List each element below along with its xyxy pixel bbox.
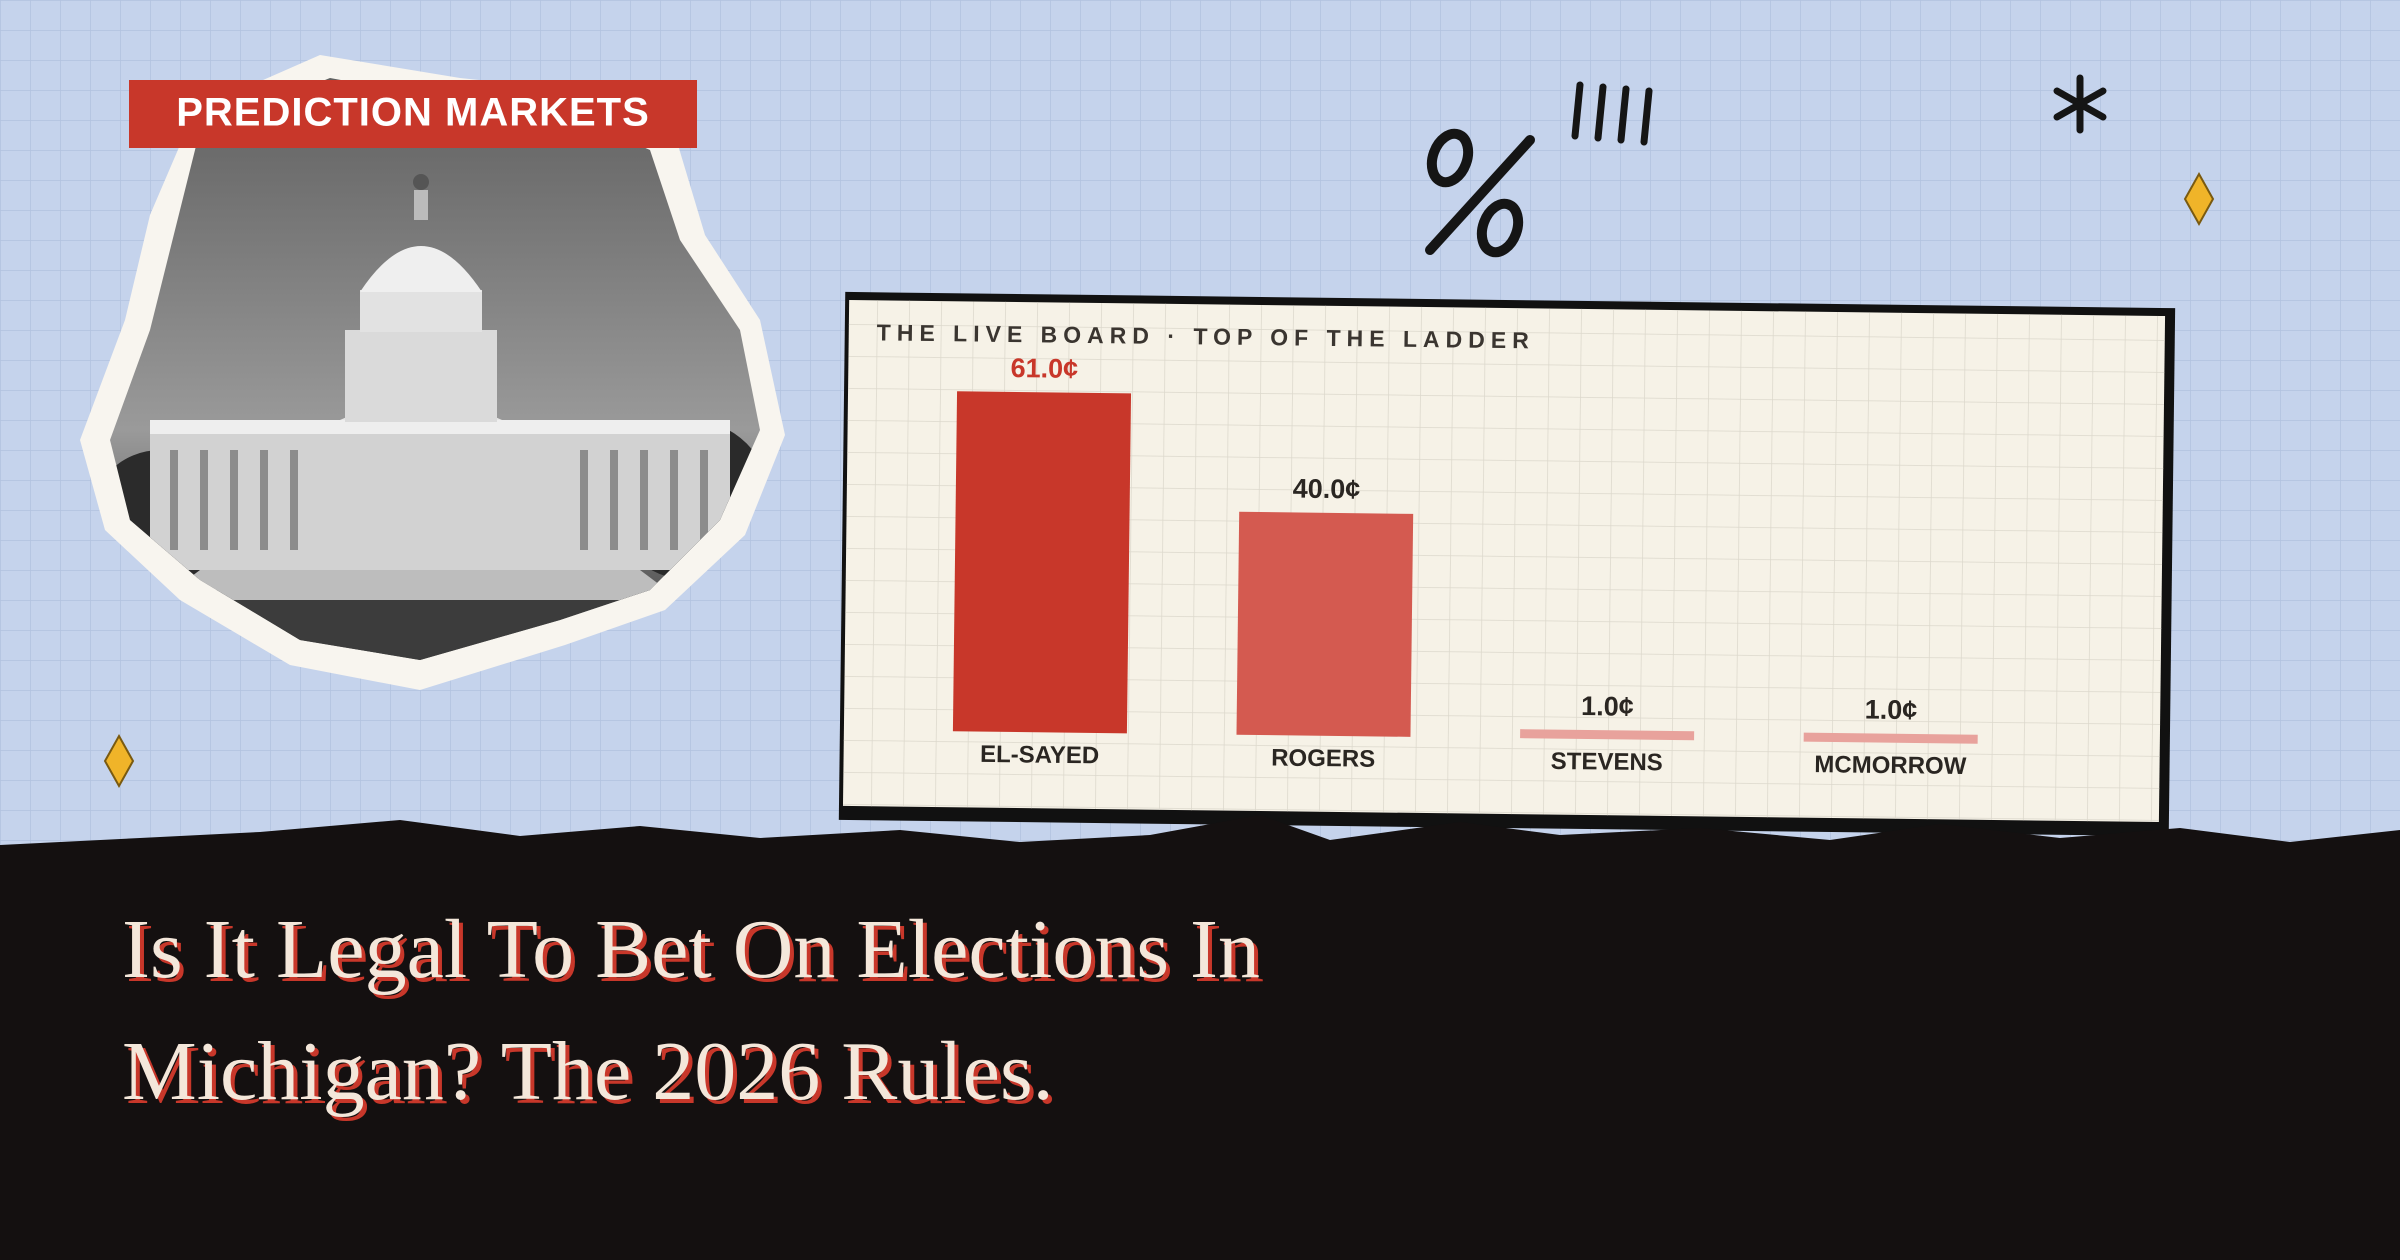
value-label: 61.0¢ [1010,353,1078,384]
x-tick-label: EL-SAYED [980,741,1099,769]
tag-box [129,80,697,148]
x-tick-label: STEVENS [1551,748,1663,776]
tally-doodle [1571,81,1653,146]
diamond [103,733,135,789]
card-grid [842,299,2166,822]
bar [1236,511,1414,737]
bar [1520,729,1695,741]
tag: PREDICTION MARKETS [176,91,650,135]
value-label: 1.0¢ [1865,695,1918,726]
footer-band [0,815,2400,1260]
bar [952,391,1132,734]
asterisk-doodle [2053,74,2107,134]
diamond [2183,171,2215,227]
headline-line: Michigan? The 2026 Rules. [122,1025,1054,1118]
value-label: 40.0¢ [1293,474,1361,505]
headline-line: Is It Legal To Bet On Elections In [122,903,1260,996]
x-tick-label: ROGERS [1271,744,1375,772]
percent-doodle [1425,128,1535,258]
x-tick-label: MCMORROW [1814,751,1967,780]
bar [1803,732,1978,744]
value-label: 1.0¢ [1581,691,1634,722]
chart-card: THE LIVE BOARD · TOP OF THE LADDER 61.0¢… [838,291,2176,837]
